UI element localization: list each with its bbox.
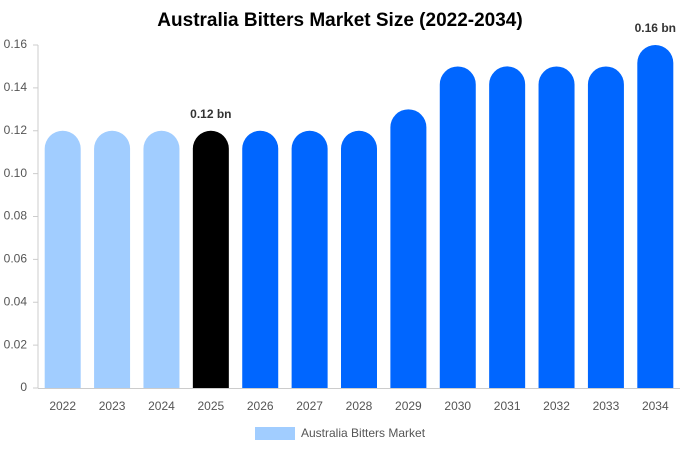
x-tick-label: 2022 (49, 399, 76, 413)
y-tick-label: 0.16 (4, 37, 28, 51)
y-tick-label: 0.06 (4, 252, 28, 266)
bar (143, 130, 180, 388)
x-tick-label: 2034 (642, 399, 669, 413)
bar (390, 109, 427, 388)
legend-swatch (255, 427, 295, 440)
x-tick-label: 2029 (395, 399, 422, 413)
y-tick-label: 0.04 (4, 294, 28, 308)
chart-title: Australia Bitters Market Size (2022-2034… (157, 10, 522, 31)
bar (242, 130, 279, 388)
y-tick-label: 0.02 (4, 337, 28, 351)
y-tick-label: 0.14 (4, 80, 28, 94)
bar (341, 130, 377, 388)
bar (192, 130, 229, 388)
y-tick-label: 0.08 (4, 209, 28, 223)
value-label: 0.12 bn (190, 107, 231, 121)
bar (291, 130, 328, 388)
bar (44, 130, 81, 388)
x-tick-label: 2032 (543, 399, 570, 413)
bar (587, 66, 624, 388)
bar (538, 66, 575, 388)
value-label: 0.16 bn (635, 21, 676, 35)
x-tick-label: 2024 (148, 399, 175, 413)
x-tick-label: 2023 (99, 399, 126, 413)
x-tick-label: 2027 (296, 399, 323, 413)
x-tick-label: 2028 (346, 399, 373, 413)
y-tick-label: 0 (20, 380, 27, 394)
bar (439, 66, 476, 388)
x-tick-label: 2031 (494, 399, 521, 413)
x-tick-label: 2025 (197, 399, 224, 413)
x-tick-label: 2030 (444, 399, 471, 413)
y-tick-label: 0.12 (4, 123, 28, 137)
bar (94, 130, 131, 388)
bar (637, 45, 674, 388)
legend-label: Australia Bitters Market (301, 426, 426, 440)
y-tick-label: 0.10 (4, 166, 28, 180)
bar (489, 66, 526, 388)
x-tick-label: 2026 (247, 399, 274, 413)
x-tick-label: 2033 (593, 399, 620, 413)
